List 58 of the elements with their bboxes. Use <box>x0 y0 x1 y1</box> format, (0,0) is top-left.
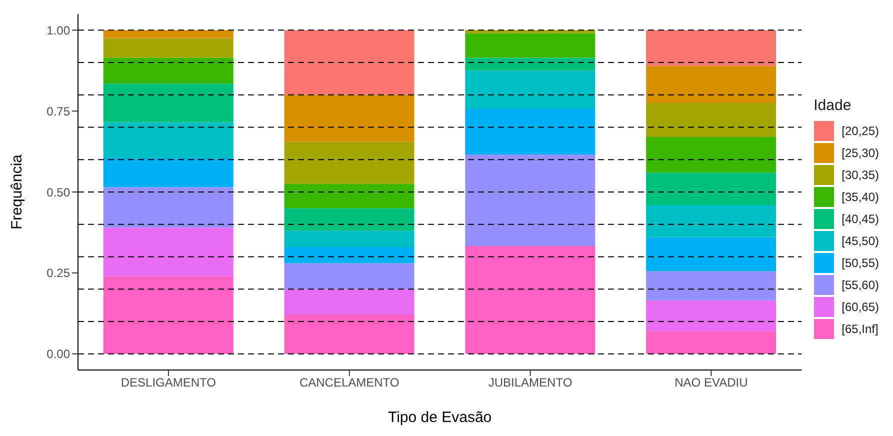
bar <box>103 38 234 58</box>
y-tick-label: 0.50 <box>46 185 70 200</box>
x-tick-label: NAO EVADIU <box>674 376 748 390</box>
bar <box>646 271 776 300</box>
bar <box>646 66 776 103</box>
legend-title: Idade <box>814 96 852 114</box>
bar <box>284 184 414 208</box>
legend-label: [55,60) <box>842 278 879 292</box>
bar <box>646 136 776 173</box>
bar <box>646 237 776 272</box>
legend-label: [50,55) <box>842 256 879 270</box>
bar <box>284 208 414 231</box>
bar <box>646 172 776 205</box>
bar <box>103 276 234 354</box>
bar <box>646 30 776 66</box>
bar <box>646 331 776 354</box>
bar <box>465 246 596 354</box>
bar <box>284 263 414 290</box>
x-axis-title: Tipo de Evasão <box>388 409 492 426</box>
legend-label: [65,Inf] <box>842 322 878 336</box>
legend-label: [20,25) <box>842 124 879 138</box>
bar <box>103 84 234 122</box>
bar <box>103 228 234 276</box>
bar <box>103 158 234 188</box>
bar <box>465 58 596 71</box>
bar <box>465 154 596 246</box>
x-tick-label: DESLIGAMENTO <box>120 376 216 390</box>
y-axis-title: Frequência <box>8 154 26 230</box>
bar <box>465 108 596 154</box>
bar <box>284 142 414 184</box>
legend-label: [60,65) <box>842 300 879 314</box>
legend-label: [35,40) <box>842 190 879 204</box>
y-tick-label: 0.25 <box>46 266 70 280</box>
legend-label: [25,30) <box>842 146 879 160</box>
bar <box>284 314 414 354</box>
bar <box>103 122 234 158</box>
x-tick-label: JUBILAMENTO <box>488 376 572 390</box>
bar <box>284 289 414 315</box>
bar <box>284 30 414 95</box>
y-tick-label: 0.00 <box>46 347 70 362</box>
bar <box>284 230 414 248</box>
x-tick-label: CANCELAMENTO <box>299 376 400 390</box>
legend-label: [45,50) <box>842 234 879 248</box>
bar <box>284 94 414 142</box>
bar <box>284 247 414 264</box>
bar <box>103 187 234 228</box>
y-tick-label: 1.00 <box>46 23 70 38</box>
legend-label: [30,35) <box>842 168 879 182</box>
bar <box>465 33 596 58</box>
y-tick-label: 0.75 <box>46 104 70 118</box>
bar <box>465 30 596 34</box>
bar <box>646 300 776 332</box>
bar <box>646 103 776 137</box>
bar <box>103 58 234 84</box>
bar <box>646 204 776 238</box>
bar <box>465 70 596 108</box>
legend-label: [40,45) <box>842 212 879 226</box>
bar <box>103 30 234 38</box>
